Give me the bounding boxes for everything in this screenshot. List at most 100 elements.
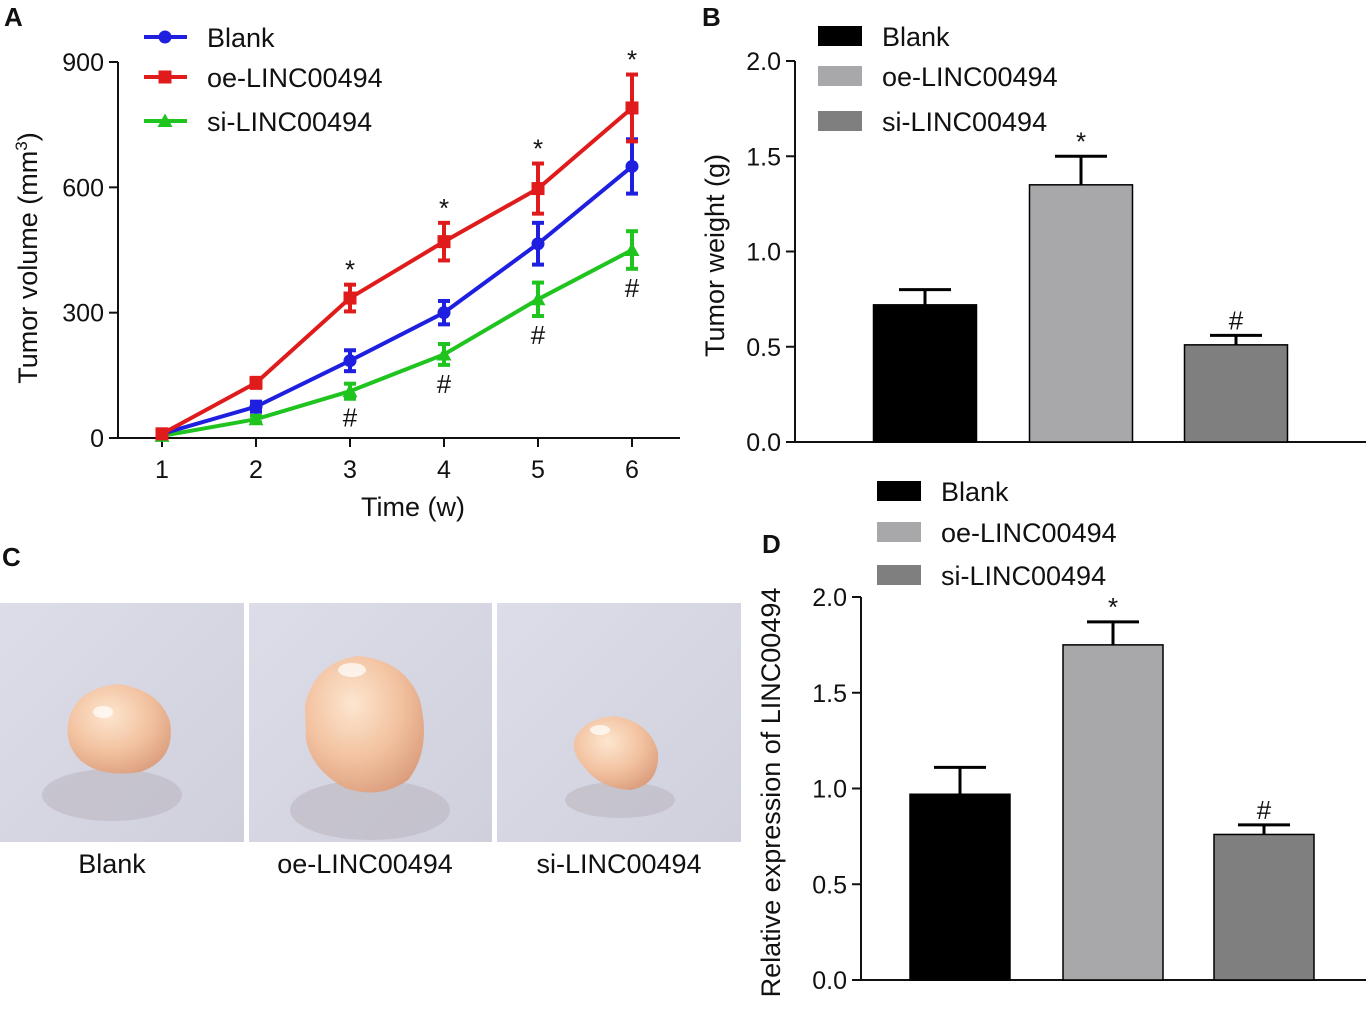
data-point bbox=[249, 400, 263, 414]
panel-letter-d: D bbox=[762, 529, 781, 559]
legend-label: Blank bbox=[207, 23, 275, 53]
y-tick-label: 0.0 bbox=[746, 429, 781, 457]
significance-mark: * bbox=[627, 45, 637, 75]
tumor-blank-highlight bbox=[93, 706, 113, 718]
legend-label: oe-LINC00494 bbox=[941, 518, 1117, 548]
data-point bbox=[248, 411, 264, 426]
legend-label: Blank bbox=[941, 477, 1009, 507]
legend-label: Blank bbox=[882, 22, 950, 52]
bar-2 bbox=[1183, 344, 1289, 443]
legend-swatch bbox=[818, 66, 862, 86]
significance-mark: # bbox=[1257, 795, 1272, 825]
y-tick-label: 1.0 bbox=[746, 239, 781, 267]
x-tick-label: 3 bbox=[343, 456, 357, 484]
x-tick-label: 2 bbox=[249, 456, 263, 484]
data-point bbox=[249, 376, 263, 390]
significance-mark: * bbox=[1076, 126, 1086, 156]
y-tick-label: 0.0 bbox=[812, 967, 847, 995]
panel-letter-a: A bbox=[4, 2, 23, 32]
x-tick-label: 5 bbox=[531, 456, 545, 484]
data-point bbox=[342, 383, 358, 398]
y-axis-title: Tumor volume (mm3) bbox=[12, 132, 43, 384]
y-tick-label: 300 bbox=[62, 300, 104, 328]
y-tick-label: 1.0 bbox=[812, 776, 847, 804]
data-point bbox=[625, 101, 639, 115]
y-tick-label: 0 bbox=[90, 425, 104, 453]
legend-label: oe-LINC00494 bbox=[207, 63, 383, 93]
photo-oe-shadow bbox=[290, 780, 450, 840]
legend-swatch-marker bbox=[157, 113, 173, 127]
legend-swatch-marker bbox=[158, 70, 172, 84]
significance-mark: # bbox=[343, 403, 358, 433]
tumor-oe-highlight bbox=[338, 663, 366, 677]
photo-blank-shadow bbox=[42, 769, 182, 821]
series-line-0 bbox=[161, 164, 634, 436]
data-point bbox=[531, 182, 545, 196]
photo-label-si: si-LINC00494 bbox=[536, 849, 701, 879]
legend-swatch bbox=[877, 481, 921, 501]
photo-label-blank: Blank bbox=[78, 849, 146, 879]
data-point bbox=[436, 346, 452, 361]
x-tick-label: 4 bbox=[437, 456, 451, 484]
legend-label: si-LINC00494 bbox=[882, 107, 1047, 137]
data-point bbox=[437, 306, 451, 320]
x-tick-label: 6 bbox=[625, 456, 639, 484]
data-point bbox=[625, 159, 639, 173]
significance-mark: # bbox=[625, 273, 640, 303]
tumor-blank-image bbox=[67, 684, 171, 774]
legend-label: si-LINC00494 bbox=[207, 107, 372, 137]
y-tick-label: 1.5 bbox=[746, 143, 781, 171]
tumor-photos: Blank oe-LINC00494 si-LINC00494 bbox=[0, 603, 741, 879]
significance-mark: * bbox=[345, 255, 355, 285]
y-tick-label: 900 bbox=[62, 49, 104, 77]
y-tick-label: 2.0 bbox=[746, 48, 781, 76]
significance-mark: * bbox=[439, 193, 449, 223]
tumor-si-highlight bbox=[590, 725, 610, 735]
y-tick-label: 600 bbox=[62, 174, 104, 202]
data-point bbox=[155, 427, 169, 441]
chart-d-relative-expression: 0.0 0.5 1.0 1.5 2.0 Relative expression of LI… bbox=[756, 477, 1366, 997]
legend-swatch bbox=[818, 111, 862, 131]
significance-mark: # bbox=[531, 320, 546, 350]
bar-0 bbox=[872, 304, 978, 443]
bar-1 bbox=[1062, 644, 1164, 981]
x-tick-label: 1 bbox=[155, 456, 169, 484]
legend-label: si-LINC00494 bbox=[941, 561, 1106, 591]
photo-si-shadow bbox=[565, 782, 675, 818]
data-point bbox=[624, 242, 640, 256]
data-point bbox=[530, 291, 546, 306]
y-tick-label: 0.5 bbox=[812, 871, 847, 899]
significance-mark: * bbox=[1108, 592, 1118, 622]
y-tick-label: 2.0 bbox=[812, 584, 847, 612]
legend-swatch-marker bbox=[158, 30, 172, 44]
significance-mark: * bbox=[533, 134, 543, 164]
legend-swatch bbox=[877, 522, 921, 542]
panel-letter-c: C bbox=[2, 542, 21, 572]
tumor-oe-image bbox=[305, 656, 424, 793]
significance-mark: # bbox=[1229, 305, 1244, 335]
y-tick-label: 1.5 bbox=[812, 680, 847, 708]
data-point bbox=[437, 235, 451, 249]
bar-2 bbox=[1213, 833, 1315, 981]
legend-swatch bbox=[818, 26, 862, 46]
legend-label: oe-LINC00494 bbox=[882, 62, 1058, 92]
y-tick-label: 0.5 bbox=[746, 334, 781, 362]
legend-swatch bbox=[877, 565, 921, 585]
chart-b-tumor-weight: 0.0 0.5 1.0 1.5 2.0 Tumor weight (g) * # Blank oe… bbox=[700, 22, 1366, 457]
data-point bbox=[343, 291, 357, 305]
tumor-si-image bbox=[573, 716, 659, 790]
series-line-2 bbox=[161, 248, 633, 438]
panel-letter-b: B bbox=[702, 2, 721, 32]
bar-1 bbox=[1028, 184, 1134, 443]
y-axis-title: Relative expression of LINC00494 bbox=[756, 588, 786, 998]
significance-mark: # bbox=[437, 369, 452, 399]
series-line-1 bbox=[161, 106, 634, 436]
chart-a-tumor-volume: 0 300 600 900 1 2 3 4 5 6 Time (w) Tumor volume (mm… bbox=[12, 23, 680, 522]
x-axis-title: Time (w) bbox=[361, 492, 465, 522]
data-point bbox=[343, 354, 357, 368]
data-point bbox=[531, 237, 545, 251]
bar-0 bbox=[909, 793, 1011, 981]
y-axis-title: Tumor weight (g) bbox=[700, 154, 730, 357]
photo-label-oe: oe-LINC00494 bbox=[277, 849, 453, 879]
